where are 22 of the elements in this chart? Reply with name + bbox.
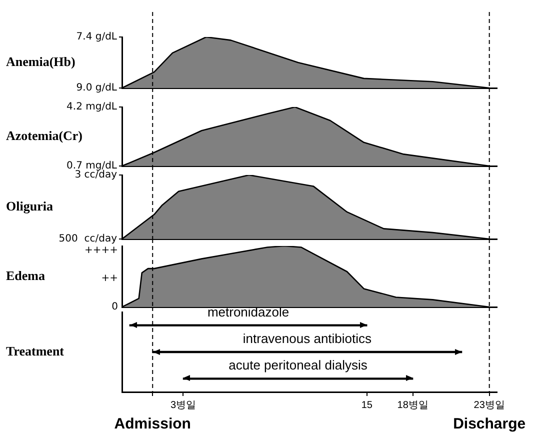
- x-tick-label: 23병일: [474, 400, 505, 411]
- ref-line-label: Admission: [114, 416, 191, 433]
- y-tick-label: acute peritoneal dialysis: [228, 358, 368, 373]
- text: ++: [101, 273, 118, 284]
- ref-line-label: Discharge: [453, 416, 526, 433]
- y-axis-title: Anemia(Hb): [6, 54, 76, 69]
- y-axis-title: Edema: [6, 268, 46, 283]
- x-tick-label: 15: [361, 400, 373, 411]
- text: 0: [112, 302, 118, 313]
- x-tick-label: 3병일: [170, 400, 196, 411]
- y-axis-title: Azotemia(Cr): [6, 128, 83, 143]
- y-axis-title: Treatment: [6, 343, 65, 358]
- text: ++++: [84, 244, 118, 256]
- y-tick-label: 500 cc/day: [58, 234, 118, 245]
- y-axis-title: Oliguria: [6, 198, 54, 214]
- x-tick-label: 18병일: [397, 400, 428, 411]
- y-tick-label: metronidazole: [207, 304, 290, 320]
- y-tick-label: 3 cc/day: [74, 170, 118, 181]
- y-tick-label: intravenous antibiotics: [242, 331, 372, 346]
- y-tick-label: 4.2 mg/dL: [66, 102, 118, 113]
- y-tick-label: 7.4 g/dL: [76, 32, 118, 43]
- y-tick-label: 9.0 g/dL: [76, 82, 118, 94]
